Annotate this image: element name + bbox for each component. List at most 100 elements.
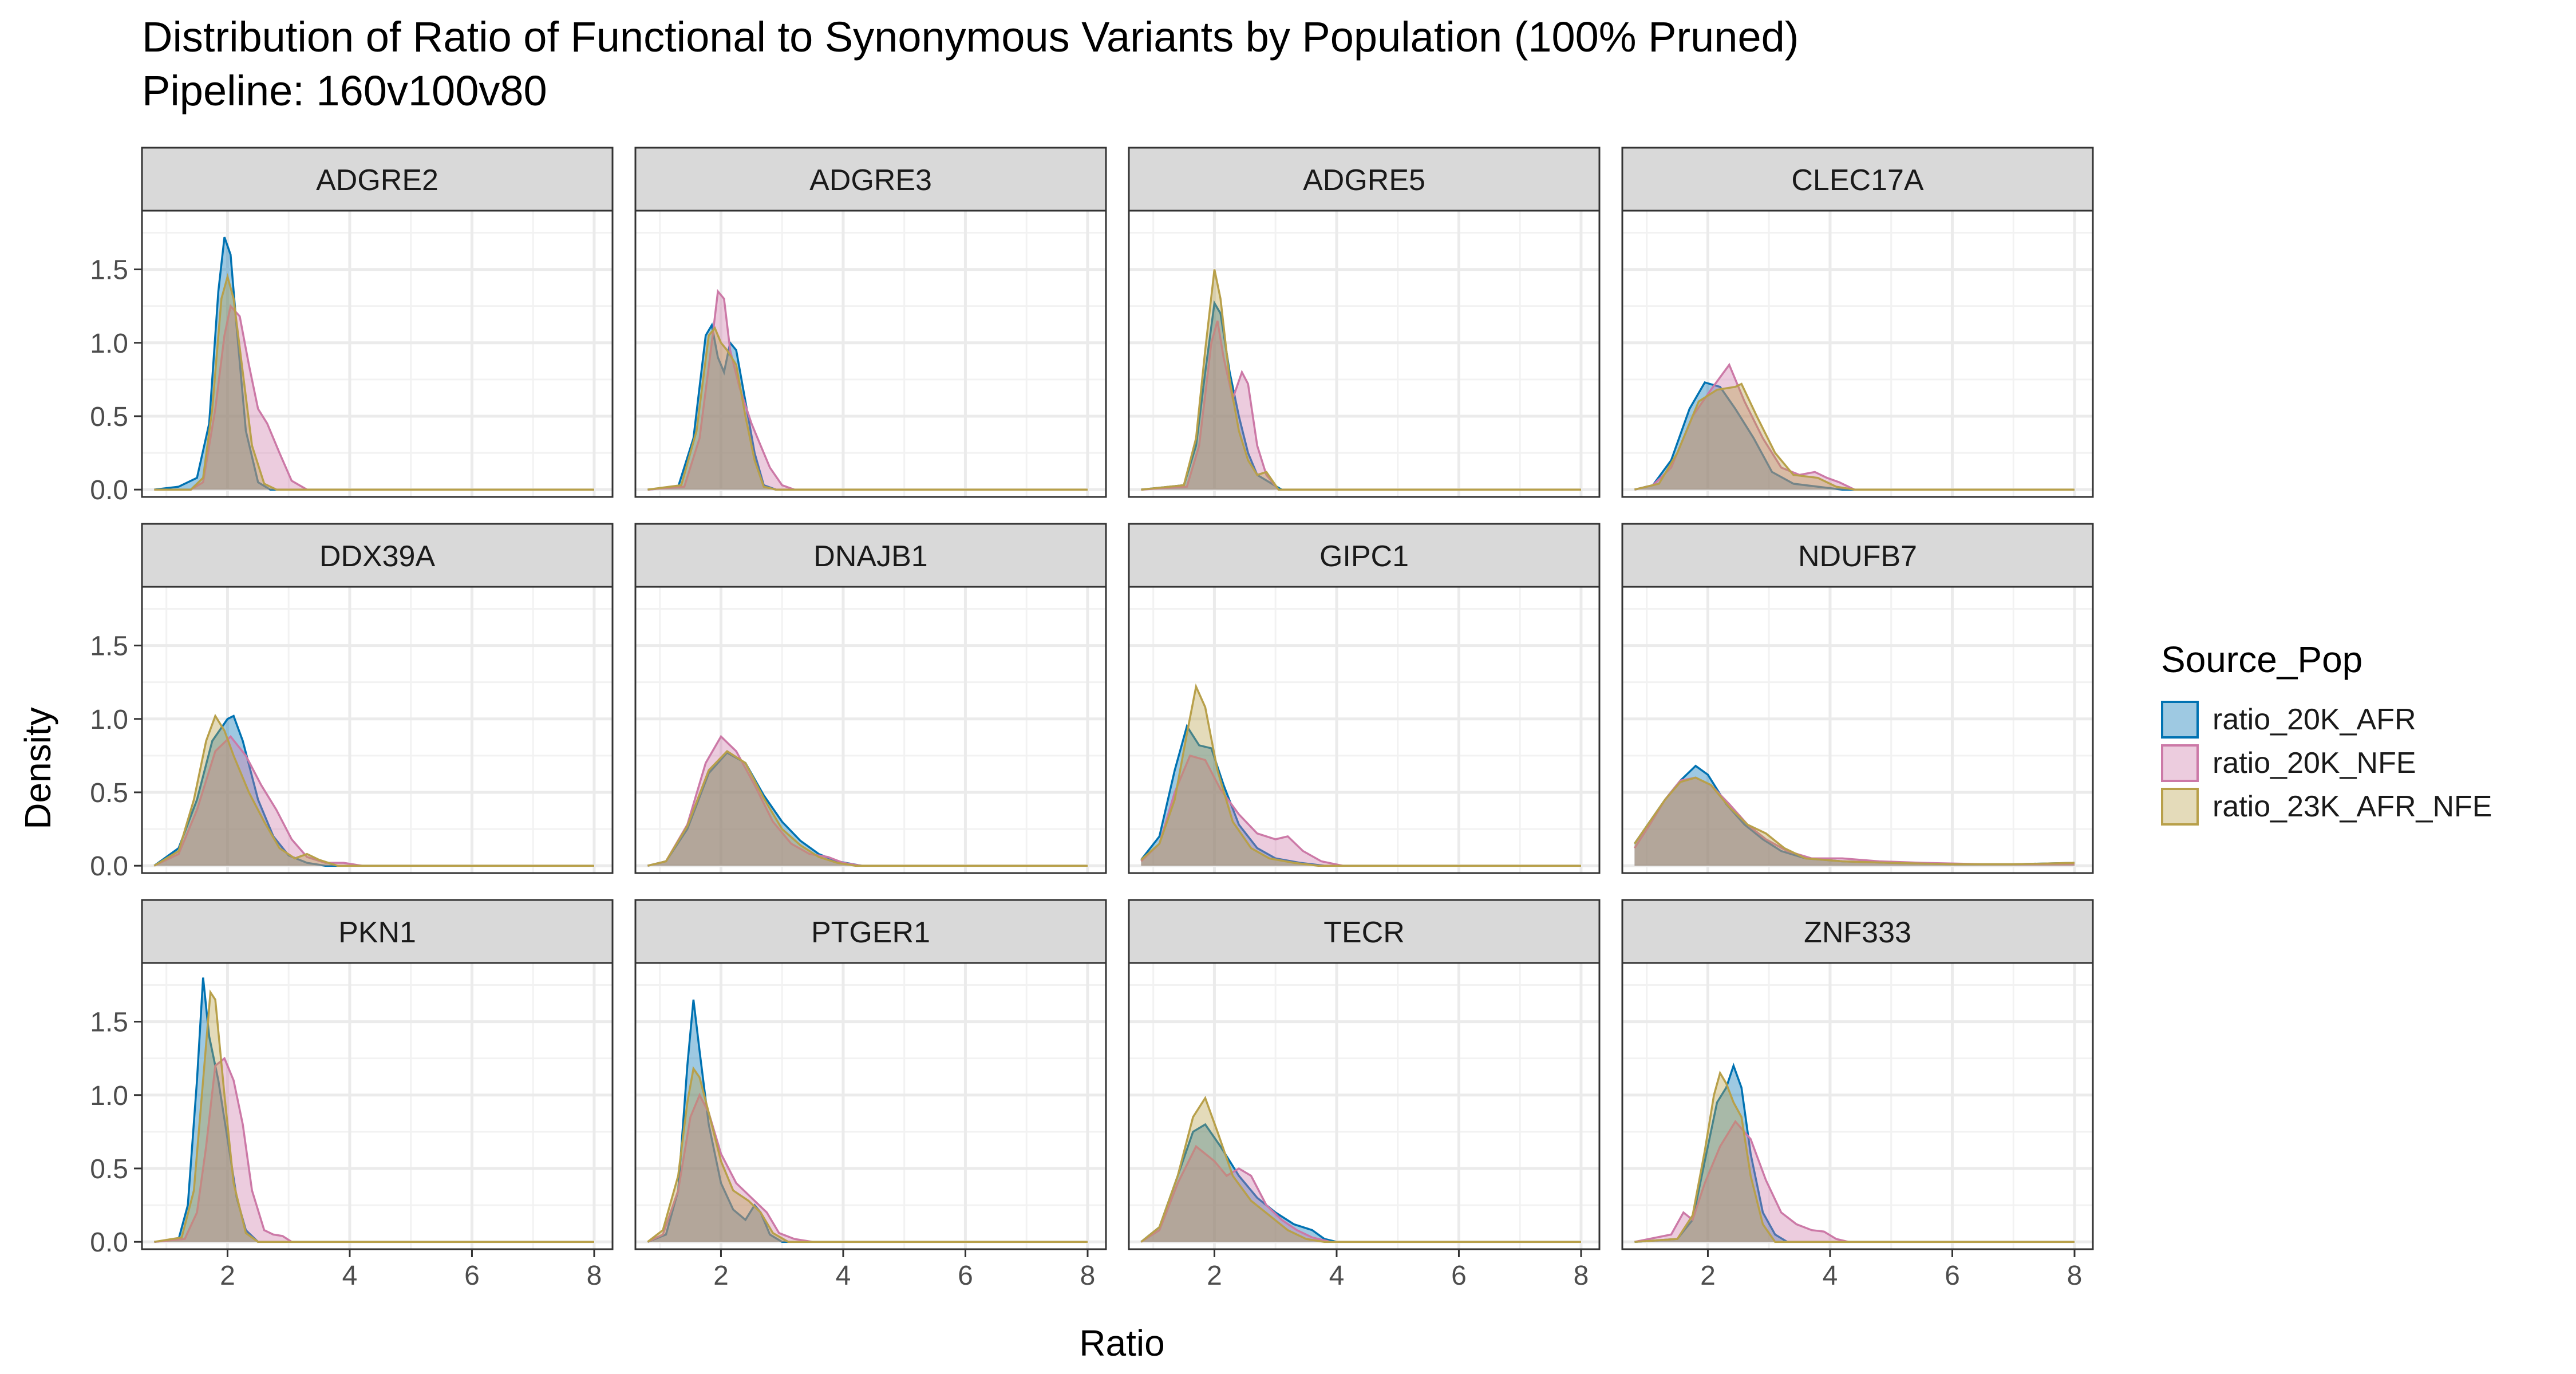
panel-border [1621,962,2094,1250]
panel-ndufb7: NDUFB7 [1621,523,2094,874]
panel-background [1622,963,2093,1249]
density-line-ratio-20k-nfe [154,1056,594,1243]
y-tick-label: 1.5 [90,631,128,662]
density-area-ratio-23k-afr-nfe [1634,777,2075,866]
density-area-ratio-20k-nfe [647,736,1088,866]
density-line-ratio-23k-afr-nfe [154,273,594,491]
density-line-ratio-20k-afr [1634,381,2075,491]
x-tick-label: 2 [713,1261,729,1291]
density-area-ratio-23k-afr-nfe [647,751,1088,866]
density-line-ratio-20k-nfe [647,735,1088,867]
density-area-ratio-20k-afr [154,977,594,1242]
y-tick-label: 1.0 [90,705,128,735]
density-line-ratio-23k-afr-nfe [154,989,594,1243]
x-tick-label: 6 [1945,1261,1960,1291]
facet-label: PTGER1 [811,916,930,949]
panel-border [634,210,1107,498]
legend-item-ratio-23k-afr-nfe: ratio_23K_AFR_NFE [2161,785,2492,828]
density-area-ratio-20k-nfe [1634,777,2075,866]
panel-background [635,211,1106,497]
panel-dnajb1: DNAJB1 [634,523,1107,874]
facet-strip [1128,523,1601,588]
facet-strip [634,523,1107,588]
density-area-ratio-23k-afr-nfe [1634,384,2075,490]
y-tick-label: 1.0 [90,1081,128,1111]
panel-adgre5: ADGRE5 [1128,147,1601,498]
panel-gipc1: GIPC1 [1128,523,1601,874]
density-line-ratio-23k-afr-nfe [647,326,1088,491]
density-line-ratio-23k-afr-nfe [647,1066,1088,1243]
density-line-ratio-23k-afr-nfe [1634,382,2075,491]
y-tick-label: 0.5 [90,1154,128,1185]
density-line-ratio-23k-afr-nfe [1140,1095,1581,1243]
y-tick-label: 0.5 [90,402,128,432]
facet-label: PKN1 [338,916,416,949]
density-area-ratio-20k-nfe [647,1095,1088,1242]
legend-key-ratio-23k-afr-nfe [2161,788,2199,826]
x-tick-label: 4 [1823,1261,1838,1291]
panel-tecr: TECR 2 4 6 8 [1128,899,1601,1291]
density-area-ratio-23k-afr-nfe [154,992,594,1242]
panel-background [635,587,1106,873]
panels-layer: ADGRE2 0.0 0.5 1.0 1.5 ADGRE3 ADGRE5 CLEC17A DDX… [90,147,2094,1291]
density-area-ratio-23k-afr-nfe [647,328,1088,490]
panel-border [141,586,614,874]
density-line-ratio-23k-afr-nfe [1141,269,1581,491]
density-area-ratio-20k-nfe [154,1058,594,1242]
panel-border [141,210,614,498]
panel-border [1621,586,2094,874]
density-area-ratio-23k-afr-nfe [1141,686,1581,866]
panel-border [141,962,614,1250]
density-area-ratio-20k-afr [1634,765,2075,866]
panel-background [635,963,1106,1249]
panel-ddx39a: DDX39A 0.0 0.5 1.0 1.5 [90,523,614,882]
facet-label: DNAJB1 [813,540,927,573]
panel-background [1622,587,2093,873]
x-tick-label: 8 [587,1261,602,1291]
density-line-ratio-20k-nfe [647,289,1088,491]
density-line-ratio-20k-nfe [1634,1119,2075,1243]
density-line-ratio-20k-nfe [647,1092,1088,1243]
facet-strip [1621,899,2094,964]
y-tick-label: 0.0 [90,475,128,506]
x-tick-label: 8 [1080,1261,1096,1291]
y-axis-title: Density [17,707,58,829]
x-tick-label: 2 [1700,1261,1716,1291]
facet-label: DDX39A [319,540,436,573]
legend-title: Source_Pop [2161,639,2363,680]
panel-border [1128,210,1601,498]
panel-znf333: ZNF333 2 4 6 8 [1621,899,2094,1291]
density-area-ratio-23k-afr-nfe [154,716,594,866]
x-tick-label: 2 [1207,1261,1222,1291]
y-tick-label: 0.0 [90,851,128,882]
facet-label: GIPC1 [1319,540,1409,573]
density-area-ratio-23k-afr-nfe [154,277,594,490]
density-line-ratio-20k-afr [154,977,594,1243]
y-tick-label: 1.0 [90,329,128,359]
density-area-ratio-20k-afr [647,325,1088,490]
chart-title: Distribution of Ratio of Functional to S… [142,13,1799,61]
x-tick-label: 4 [836,1261,851,1291]
x-tick-label: 6 [958,1261,973,1291]
panel-border [634,586,1107,874]
density-area-ratio-20k-nfe [1141,321,1581,490]
x-tick-label: 8 [1574,1261,1589,1291]
density-line-ratio-23k-afr-nfe [153,713,594,867]
facet-strip [634,147,1107,212]
y-tick-label: 0.0 [90,1227,128,1258]
density-line-ratio-20k-nfe [153,735,594,867]
legend-label: ratio_23K_AFR_NFE [2212,790,2492,823]
density-area-ratio-20k-nfe [1634,1121,2075,1242]
facet-strip [141,523,614,588]
facet-label: ZNF333 [1804,916,1911,949]
panel-background [142,963,613,1249]
density-area-ratio-23k-afr-nfe [1141,1097,1581,1242]
panel-background [1622,211,2093,497]
density-area-ratio-23k-afr-nfe [647,1068,1088,1242]
density-line-ratio-23k-afr-nfe [1633,776,2075,866]
facet-label: CLEC17A [1791,164,1924,197]
density-area-ratio-20k-nfe [1141,755,1581,866]
legend-label: ratio_20K_NFE [2212,747,2416,780]
panel-pkn1: PKN1 0.0 0.5 1.0 1.5 2 4 6 8 [90,899,614,1291]
